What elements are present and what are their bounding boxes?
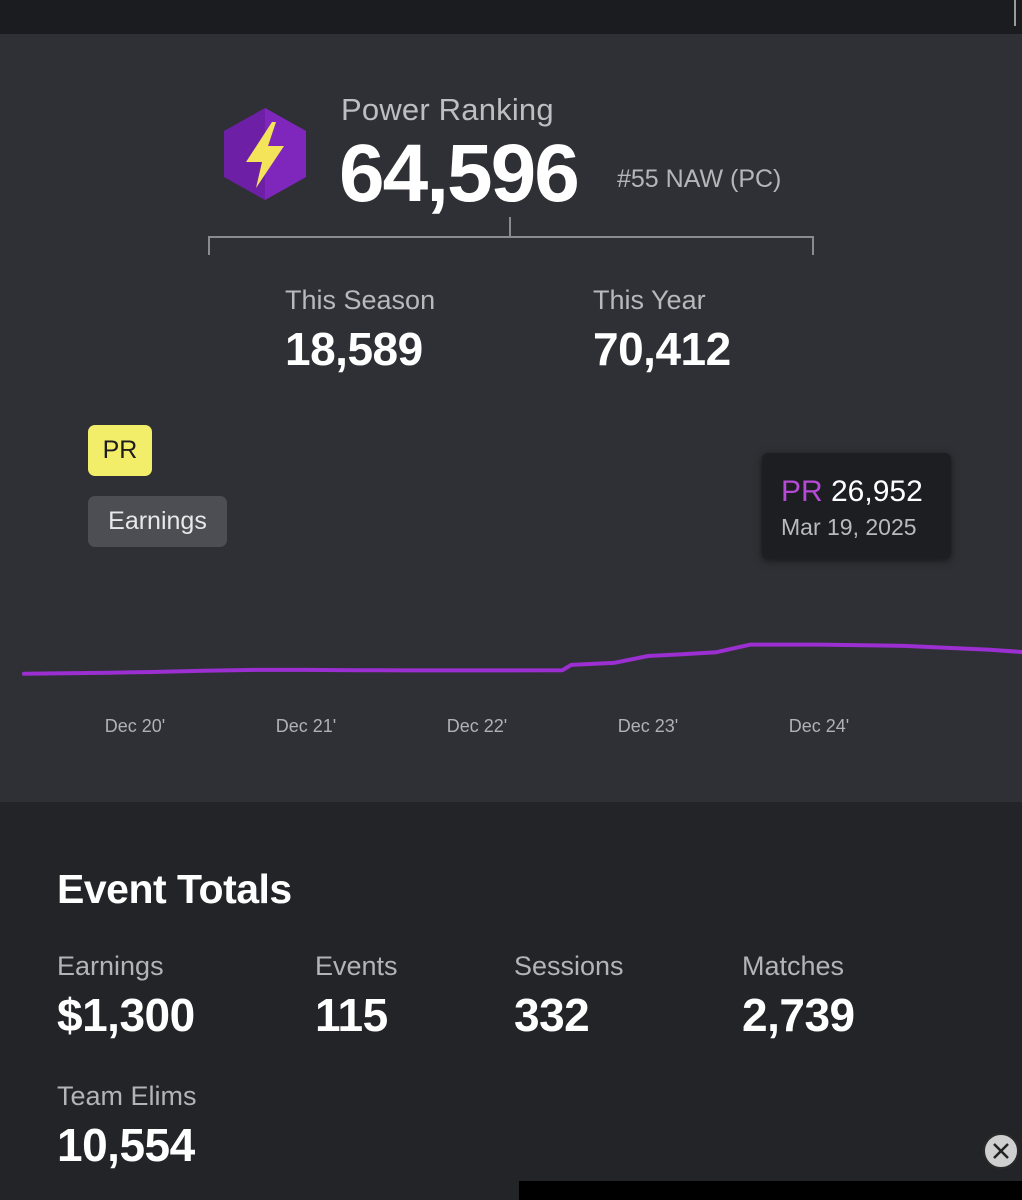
pr-line-segment-1 <box>21 642 1022 676</box>
this-season-value: 18,589 <box>285 323 423 375</box>
close-icon <box>993 1143 1009 1159</box>
earnings-value: $1,300 <box>57 989 195 1041</box>
x-tick-label: Dec 20' <box>105 716 165 736</box>
power-ranking-title: Power Ranking <box>341 92 554 127</box>
tooltip-key: PR <box>781 475 823 508</box>
this-season-label: This Season <box>285 285 436 315</box>
team-elims-value: 10,554 <box>57 1119 195 1171</box>
power-ranking-chart[interactable]: Dec 20' Dec 21' Dec 22' Dec 23' Dec 24' <box>0 400 1022 760</box>
x-tick-label: Dec 23' <box>618 716 678 736</box>
earnings-toggle-button[interactable]: Earnings <box>88 496 227 547</box>
x-tick-label: Dec 21' <box>276 716 336 736</box>
pr-toggle-button[interactable]: PR <box>88 425 152 476</box>
sessions-label: Sessions <box>514 951 624 981</box>
events-label: Events <box>315 951 398 981</box>
power-ranking-panel <box>0 34 1022 802</box>
this-year-value: 70,412 <box>593 323 731 375</box>
x-tick-label: Dec 22' <box>447 716 507 736</box>
team-elims-label: Team Elims <box>57 1081 197 1111</box>
top-edge-mark <box>1002 0 1016 26</box>
chart-tooltip: PR 26,952 Mar 19, 2025 <box>762 453 951 559</box>
power-ranking-value: 64,596 <box>339 128 580 219</box>
stats-bracket <box>208 217 814 255</box>
sessions-value: 332 <box>514 989 590 1041</box>
tooltip-value: 26,952 <box>831 475 923 508</box>
event-totals-title: Event Totals <box>57 866 292 912</box>
close-button[interactable] <box>983 1133 1019 1169</box>
lightning-hexagon-icon <box>224 108 306 200</box>
top-bar <box>0 0 1022 34</box>
events-value: 115 <box>315 989 388 1041</box>
tooltip-date: Mar 19, 2025 <box>781 514 917 540</box>
earnings-label: Earnings <box>57 951 164 981</box>
x-tick-label: Dec 24' <box>789 716 849 736</box>
matches-label: Matches <box>742 951 845 981</box>
event-totals-panel <box>0 802 1022 1200</box>
regional-rank: #55 NAW (PC) <box>617 165 782 193</box>
matches-value: 2,739 <box>742 989 855 1041</box>
bottom-bar <box>519 1181 1022 1200</box>
this-year-label: This Year <box>593 285 706 315</box>
